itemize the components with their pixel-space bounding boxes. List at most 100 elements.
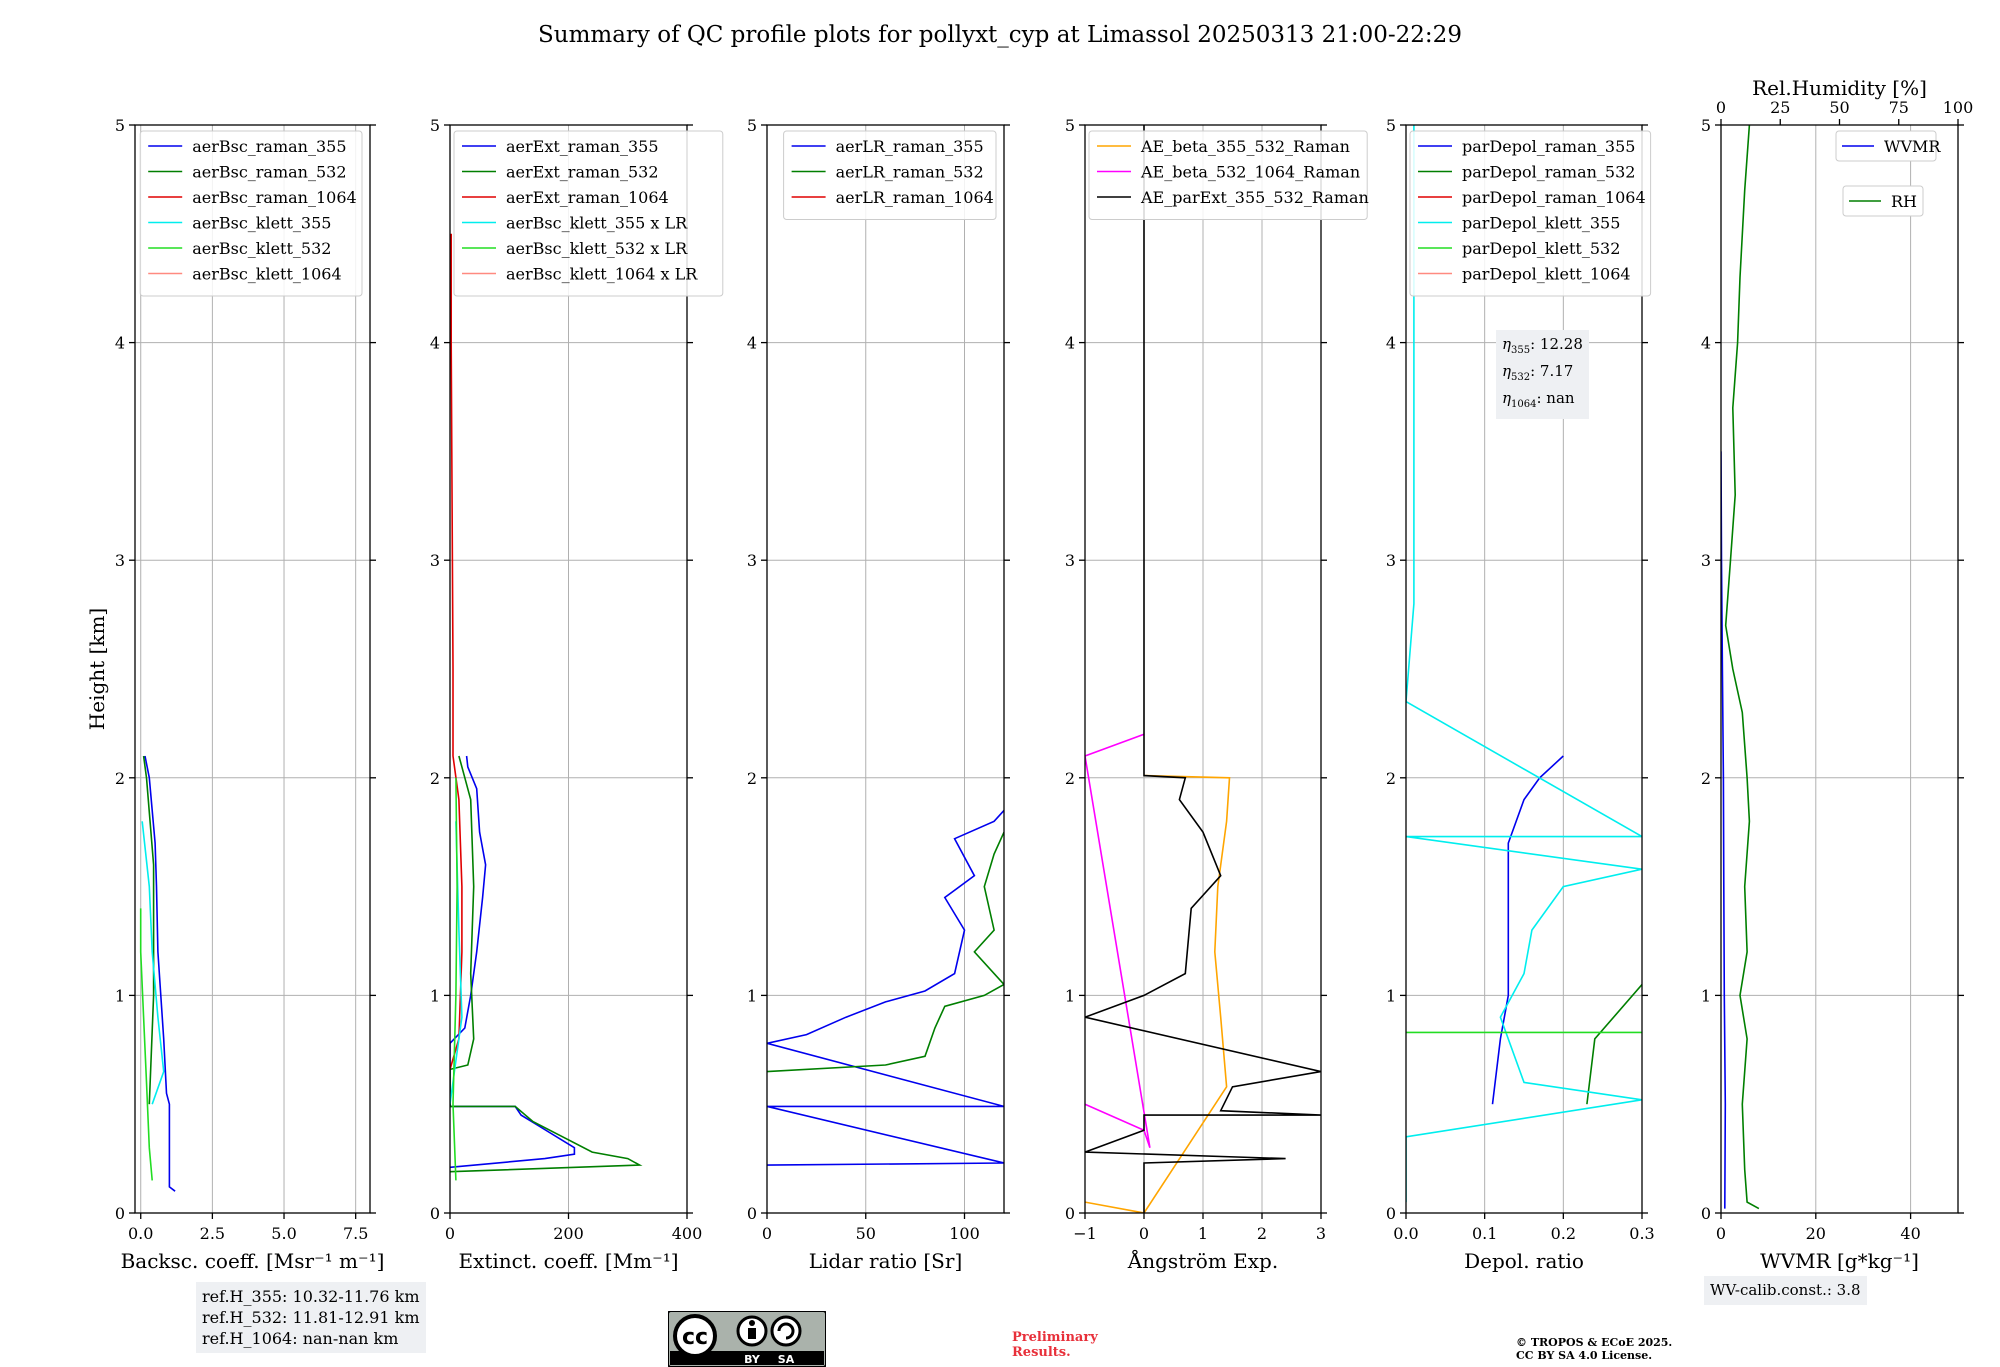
x-tick-label: 0 <box>762 1224 772 1243</box>
chart-panel-1: 0.0 2.5 5.0 7.5 0 1 2 3 4 5 Backsc. coeff. [Msr⁻¹ … <box>85 116 384 1273</box>
x-tick-label: 7.5 <box>343 1224 368 1243</box>
axes-frame <box>1720 124 1959 1214</box>
legend-label: WVMR <box>1884 137 1941 156</box>
series-line-rh <box>1724 125 1760 1210</box>
x-tick-label: 3 <box>1316 1224 1326 1243</box>
x-tick-label: 2.5 <box>200 1224 225 1243</box>
y-tick-label: 3 <box>747 551 757 570</box>
ref-height-532: ref.H_532: 11.81-12.91 km <box>202 1308 420 1327</box>
figure-title: Summary of QC profile plots for pollyxt_… <box>538 22 1462 48</box>
y-tick-label: 1 <box>115 986 125 1005</box>
series-line-ae-parext-355-532-raman <box>1085 125 1321 1213</box>
axes-frame <box>1405 124 1643 1214</box>
x-tick-label: 1 <box>1198 1224 1208 1243</box>
y-tick-label: 1 <box>1065 986 1075 1005</box>
y-tick-label: 3 <box>115 551 125 570</box>
series-line-aerlr-raman-355 <box>767 809 1004 1166</box>
y-tick-label: 2 <box>747 769 757 788</box>
x-tick-label: 0.0 <box>1393 1224 1418 1243</box>
x-tick-label: 40 <box>1900 1224 1920 1243</box>
series-line-aerbsc-klett-532-x-lr <box>452 777 458 1181</box>
preliminary-line-1: Preliminary <box>1012 1330 1098 1345</box>
legend-label: parDepol_raman_1064 <box>1462 188 1646 207</box>
y-tick-label: 3 <box>1386 551 1396 570</box>
legend-label: parDepol_raman_355 <box>1462 137 1635 156</box>
legend-label: aerBsc_klett_355 <box>192 214 331 233</box>
x-tick-label: 100 <box>949 1224 980 1243</box>
y-tick-label: 2 <box>430 769 440 788</box>
wv-calib-box: WV-calib.const.: 3.8 <box>1704 1276 1867 1305</box>
legend-label: aerBsc_klett_532 x LR <box>506 239 688 258</box>
x-tick-label: 400 <box>672 1224 703 1243</box>
reference-heights-box: ref.H_355: 10.32-11.76 km ref.H_532: 11.… <box>196 1282 426 1353</box>
legend-label: aerBsc_raman_532 <box>192 163 346 182</box>
y-tick-label: 3 <box>1065 551 1075 570</box>
svg-text:cc: cc <box>682 1325 708 1350</box>
y-tick-label: 4 <box>1701 334 1711 353</box>
x-tick-label: 0.0 <box>128 1224 153 1243</box>
copyright-note: © TROPOS & ECoE 2025. CC BY SA 4.0 Licen… <box>1516 1336 1672 1362</box>
x-axis-label: Lidar ratio [Sr] <box>809 1249 963 1273</box>
x-tick-label: 50 <box>856 1224 876 1243</box>
legend-label: AE_parExt_355_532_Raman <box>1140 188 1369 207</box>
legend-label: aerBsc_raman_1064 <box>192 188 357 207</box>
eta-355: 12.28 <box>1539 335 1583 353</box>
series-line-aerbsc-klett-355 <box>141 821 165 1105</box>
copyright-line-1: © TROPOS & ECoE 2025. <box>1516 1336 1673 1349</box>
legend-label: aerBsc_klett_355 x LR <box>506 214 688 233</box>
series-line-pardepol-raman-355 <box>1491 755 1564 1105</box>
x2-tick-label: 100 <box>1943 98 1974 117</box>
series-line-pardepol-raman-532 <box>1586 983 1642 1105</box>
y-tick-label: 2 <box>115 769 125 788</box>
legend-label: aerExt_raman_1064 <box>506 188 669 207</box>
series-line-ae-beta-355-532-raman <box>1085 774 1231 1213</box>
y-tick-label: 0 <box>1065 1204 1075 1223</box>
y-tick-label: 5 <box>430 116 440 135</box>
y-tick-label: 1 <box>747 986 757 1005</box>
legend-label: aerLR_raman_532 <box>836 163 984 182</box>
y-tick-label: 2 <box>1701 769 1711 788</box>
x2-tick-label: 75 <box>1889 98 1909 117</box>
series-line-aerbsc-raman-532 <box>142 755 155 1105</box>
y-tick-label: 4 <box>747 334 757 353</box>
x-tick-label: 2 <box>1257 1224 1267 1243</box>
axes-frame <box>766 124 1005 1214</box>
series-line-aerbsc-raman-355 <box>144 755 176 1192</box>
chart-panel-3: 0 50 100 0 1 2 3 4 5 Lidar ratio [Sr] aerLR_raman_… <box>747 116 1010 1273</box>
series-line-ae-beta-532-1064-raman <box>1085 733 1151 1148</box>
x2-tick-label: 0 <box>1716 98 1726 117</box>
x-tick-label: 0.1 <box>1472 1224 1497 1243</box>
legend-box <box>1842 185 1924 217</box>
legend-box <box>1835 130 1937 162</box>
y-tick-label: 4 <box>1386 334 1396 353</box>
x-tick-label: 0 <box>445 1224 455 1243</box>
x-tick-label: 0.3 <box>1629 1224 1654 1243</box>
legend-label: aerLR_raman_355 <box>836 137 984 156</box>
series-line-aerext-raman-532 <box>450 755 643 1173</box>
series-line-aerext-raman-355 <box>450 755 576 1169</box>
legend-box <box>453 130 724 297</box>
eta-1064: nan <box>1546 389 1575 407</box>
legend-label: parDepol_raman_532 <box>1462 163 1635 182</box>
ref-height-1064: ref.H_1064: nan-nan km <box>202 1329 399 1348</box>
y-tick-label: 0 <box>747 1204 757 1223</box>
x2-tick-label: 25 <box>1770 98 1790 117</box>
y-tick-label: 1 <box>430 986 440 1005</box>
series-line-aerbsc-klett-532 <box>139 908 153 1181</box>
legend-label: AE_beta_355_532_Raman <box>1140 137 1350 156</box>
y-tick-label: 5 <box>115 116 125 135</box>
series-line-aerlr-raman-532 <box>767 831 1004 1073</box>
legend-label: parDepol_klett_355 <box>1462 214 1620 233</box>
y-tick-label: 0 <box>430 1204 440 1223</box>
legend-label: aerLR_raman_1064 <box>836 188 994 207</box>
y-tick-label: 5 <box>1701 116 1711 135</box>
x-tick-label: 0.2 <box>1551 1224 1576 1243</box>
legend-label: AE_beta_532_1064_Raman <box>1140 163 1360 182</box>
x-axis-label: Backsc. coeff. [Msr⁻¹ m⁻¹] <box>121 1249 385 1273</box>
legend-box <box>783 130 997 220</box>
eta-532: 7.17 <box>1539 362 1574 380</box>
y-tick-label: 4 <box>1065 334 1075 353</box>
legend-box <box>139 130 363 297</box>
